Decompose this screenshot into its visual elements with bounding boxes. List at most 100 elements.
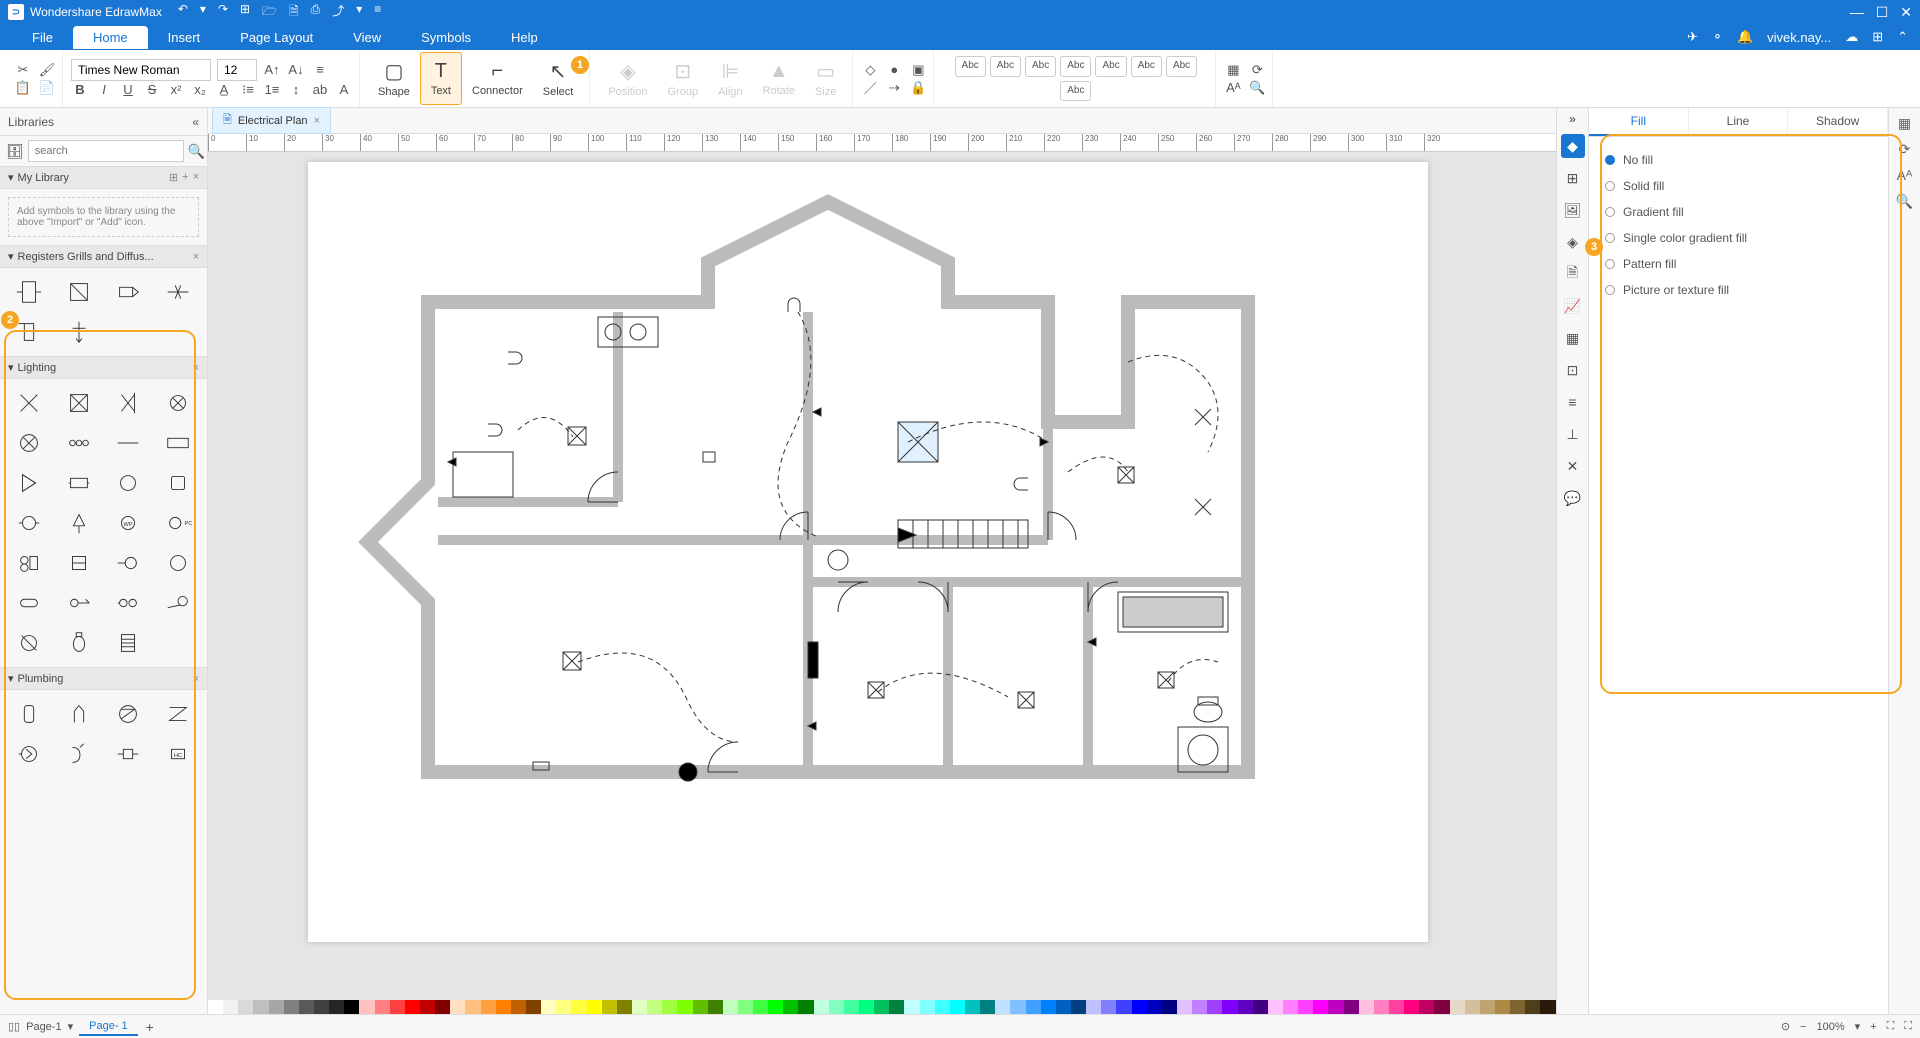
page-panel-icon[interactable]: 🗎: [1561, 262, 1585, 286]
color-swatch[interactable]: [602, 1000, 617, 1014]
symbol-plumb-3[interactable]: [106, 696, 152, 732]
lighting-header[interactable]: ▾ Lighting ×: [0, 356, 207, 379]
color-swatch[interactable]: [889, 1000, 904, 1014]
new-icon[interactable]: ⊞: [240, 2, 250, 23]
color-swatch[interactable]: [693, 1000, 708, 1014]
canvas-page[interactable]: [308, 162, 1428, 942]
connector-tool[interactable]: ⌐Connector: [462, 52, 533, 105]
font-select[interactable]: [71, 59, 211, 81]
color-swatch[interactable]: [405, 1000, 420, 1014]
color-swatch[interactable]: [920, 1000, 935, 1014]
lib-close-icon[interactable]: ×: [193, 171, 199, 184]
tab-fill[interactable]: Fill: [1589, 108, 1689, 136]
color-swatch[interactable]: [1389, 1000, 1404, 1014]
color-swatch[interactable]: [1313, 1000, 1328, 1014]
layer-panel-icon[interactable]: ◈: [1561, 230, 1585, 254]
lock-icon[interactable]: 🔒: [909, 79, 927, 97]
cut-icon[interactable]: ✂: [14, 61, 32, 79]
plumbing-header[interactable]: ▾ Plumbing ×: [0, 667, 207, 690]
color-swatch[interactable]: [465, 1000, 480, 1014]
menu-home[interactable]: Home: [73, 26, 148, 49]
spacing-icon[interactable]: ↕: [287, 81, 305, 99]
color-swatch[interactable]: [1344, 1000, 1359, 1014]
color-swatch[interactable]: [874, 1000, 889, 1014]
color-swatch[interactable]: [208, 1000, 223, 1014]
symbol-light-27[interactable]: [106, 625, 152, 661]
color-swatch[interactable]: [768, 1000, 783, 1014]
lib-add-icon[interactable]: +: [182, 171, 188, 184]
symbol-light-15[interactable]: WP: [106, 505, 152, 541]
search-icon[interactable]: 🔍: [188, 143, 205, 160]
color-swatch[interactable]: [783, 1000, 798, 1014]
color-swatch[interactable]: [359, 1000, 374, 1014]
library-search-input[interactable]: [28, 140, 184, 162]
library-menu-icon[interactable]: 🗄: [6, 143, 24, 160]
add-page-icon[interactable]: +: [146, 1019, 154, 1035]
color-swatch[interactable]: [708, 1000, 723, 1014]
color-swatch[interactable]: [587, 1000, 602, 1014]
canvas-scroll[interactable]: [208, 152, 1556, 1000]
style-preset-4[interactable]: Abc: [1060, 56, 1091, 77]
comment-panel-icon[interactable]: 💬: [1561, 486, 1585, 510]
bullets-icon[interactable]: ⁝≡: [239, 81, 257, 99]
color-swatch[interactable]: [1298, 1000, 1313, 1014]
text-style-icon[interactable]: Aᴬ: [1224, 79, 1242, 97]
color-swatch[interactable]: [344, 1000, 359, 1014]
font-size-select[interactable]: [217, 59, 257, 81]
symbol-plumb-4[interactable]: [155, 696, 201, 732]
color-swatch[interactable]: [632, 1000, 647, 1014]
fullscreen-icon[interactable]: ⛶: [1904, 1020, 1912, 1033]
style-preset-8[interactable]: Abc: [1060, 81, 1091, 102]
undo-icon[interactable]: ↶: [178, 2, 188, 23]
color-swatch[interactable]: [556, 1000, 571, 1014]
fill-panel-icon[interactable]: ◆: [1561, 134, 1585, 158]
color-swatch[interactable]: [1495, 1000, 1510, 1014]
style-preset-6[interactable]: Abc: [1131, 56, 1162, 77]
zoom-in-icon[interactable]: +: [1870, 1021, 1876, 1033]
color-swatch[interactable]: [1328, 1000, 1343, 1014]
color-swatch[interactable]: [1192, 1000, 1207, 1014]
numbering-icon[interactable]: 1≡: [263, 81, 281, 99]
symbol-light-8[interactable]: [155, 425, 201, 461]
maximize-icon[interactable]: ☐: [1876, 4, 1889, 21]
grid-icon[interactable]: ⊞: [1872, 29, 1883, 45]
color-swatch[interactable]: [1086, 1000, 1101, 1014]
color-swatch[interactable]: [1071, 1000, 1086, 1014]
color-swatch[interactable]: [1041, 1000, 1056, 1014]
symbol-light-14[interactable]: [56, 505, 102, 541]
lib-close2-icon[interactable]: ×: [193, 251, 199, 263]
symbol-register-1[interactable]: [6, 274, 52, 310]
symbol-light-17[interactable]: [6, 545, 52, 581]
menu-page-layout[interactable]: Page Layout: [220, 26, 333, 49]
find-replace-icon[interactable]: 🔍: [1894, 190, 1916, 212]
color-swatch[interactable]: [617, 1000, 632, 1014]
symbol-light-6[interactable]: [56, 425, 102, 461]
underline-icon[interactable]: U: [119, 81, 137, 99]
symbol-plumb-1[interactable]: [6, 696, 52, 732]
doc-tab-electrical[interactable]: 🗎 Electrical Plan ×: [212, 107, 331, 134]
color-swatch[interactable]: [980, 1000, 995, 1014]
color-swatch[interactable]: [1465, 1000, 1480, 1014]
color-swatch[interactable]: [723, 1000, 738, 1014]
style-preset-7[interactable]: Abc: [1166, 56, 1197, 77]
color-swatch[interactable]: [541, 1000, 556, 1014]
collapse-ribbon-icon[interactable]: ⌃: [1897, 29, 1908, 45]
color-swatch[interactable]: [375, 1000, 390, 1014]
symbol-light-7[interactable]: [106, 425, 152, 461]
minimize-icon[interactable]: —: [1850, 4, 1864, 21]
share-icon[interactable]: ⚬: [1712, 29, 1723, 45]
line-icon[interactable]: ／: [861, 79, 879, 97]
text-tool[interactable]: TText: [420, 52, 462, 105]
color-swatch[interactable]: [299, 1000, 314, 1014]
color-swatch[interactable]: [1162, 1000, 1177, 1014]
color-swatch[interactable]: [284, 1000, 299, 1014]
color-swatch[interactable]: [1222, 1000, 1237, 1014]
symbol-light-25[interactable]: [6, 625, 52, 661]
dropdown-icon[interactable]: ▾: [200, 2, 206, 23]
symbol-light-19[interactable]: [106, 545, 152, 581]
strike-icon[interactable]: S: [143, 81, 161, 99]
color-swatch[interactable]: [571, 1000, 586, 1014]
symbol-plumb-7[interactable]: [106, 736, 152, 772]
lib-close4-icon[interactable]: ×: [193, 673, 199, 685]
redo-icon[interactable]: ↷: [218, 2, 228, 23]
